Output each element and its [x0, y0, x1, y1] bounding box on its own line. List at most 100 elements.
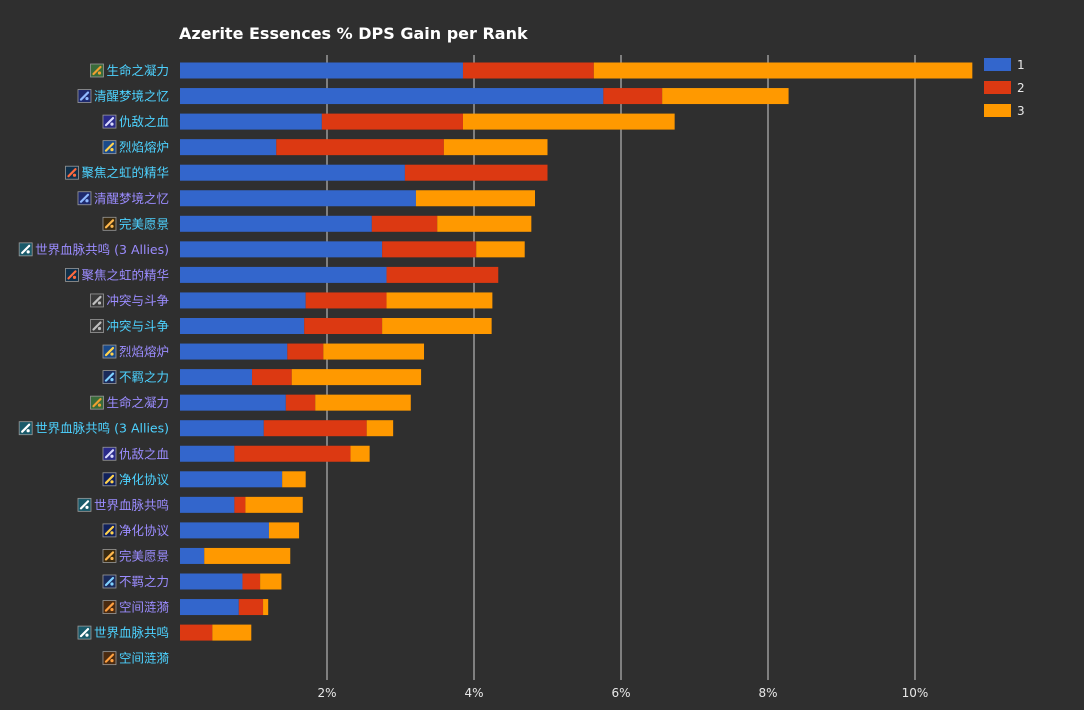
- bar-segment-rank-3: [260, 573, 282, 590]
- blood-of-enemy-icon: [102, 114, 117, 129]
- gridlines: [326, 55, 916, 680]
- x-tick-label: 6%: [611, 686, 630, 700]
- category-label: 烈焰熔炉: [119, 344, 169, 359]
- category-label: 不羁之力: [119, 574, 169, 589]
- bar-segment-rank-3: [437, 215, 532, 232]
- bar-segment-rank-3: [291, 369, 422, 386]
- bar-segment-rank-1: [180, 394, 286, 411]
- category-label: 世界血脉共鸣: [94, 625, 169, 640]
- bar-segment-rank-1: [180, 62, 463, 79]
- bar-segment-rank-3: [212, 624, 252, 641]
- lucid-dreams-icon: [77, 191, 92, 206]
- bar-segment-rank-3: [245, 496, 303, 513]
- life-force-icon: [90, 63, 104, 78]
- bar-segment-rank-1: [180, 215, 372, 232]
- bar-segment-rank-1: [180, 190, 416, 207]
- legend-label: 3: [1017, 104, 1025, 118]
- bar-segment-rank-2: [276, 139, 444, 156]
- category-label: 世界血脉共鸣 (3 Allies): [35, 242, 169, 257]
- x-tick-label: 2%: [317, 686, 336, 700]
- category-label: 冲突与斗争: [106, 293, 169, 308]
- bar-segment-rank-2: [234, 496, 246, 513]
- category-label: 生命之凝力: [106, 63, 169, 78]
- category-label: 空间涟漪: [119, 651, 169, 666]
- bar-segment-rank-2: [287, 343, 324, 360]
- x-tick-label: 4%: [464, 686, 483, 700]
- bar-segment-rank-3: [382, 318, 492, 334]
- category-label: 冲突与斗争: [106, 319, 169, 334]
- category-label: 烈焰熔炉: [119, 140, 169, 155]
- bar-segment-rank-1: [180, 266, 387, 283]
- bar-segment-rank-1: [180, 164, 405, 181]
- bar-segment-rank-3: [366, 420, 394, 437]
- blood-of-enemy-icon: [102, 446, 117, 461]
- legend-label: 1: [1017, 58, 1025, 72]
- bar-segment-rank-3: [593, 62, 973, 79]
- legend: 1 2 3: [984, 58, 1025, 118]
- bar-segment-rank-1: [180, 445, 235, 462]
- category-label: 清醒梦境之忆: [94, 191, 169, 206]
- category-label: 不羁之力: [119, 370, 169, 385]
- bar-segment-rank-2: [234, 445, 351, 462]
- x-axis-ticks: 2% 4% 6% 8% 10%: [317, 686, 928, 700]
- category-label: 清醒梦境之忆: [94, 89, 169, 104]
- category-label: 世界血脉共鸣 (3 Allies): [35, 421, 169, 436]
- crucible-of-flame-icon: [102, 344, 117, 359]
- crucible-of-flame-icon: [102, 140, 117, 155]
- worldvein-icon: [18, 421, 33, 436]
- bar-segment-rank-1: [180, 522, 269, 539]
- x-tick-label: 10%: [902, 686, 929, 700]
- legend-label: 2: [1017, 81, 1025, 95]
- bar-segment-rank-1: [180, 343, 288, 360]
- bar-segment-rank-2: [404, 164, 548, 181]
- bar-segment-rank-3: [443, 139, 548, 156]
- bar-segment-rank-1: [180, 547, 205, 564]
- category-label: 仇敌之血: [119, 114, 169, 129]
- bar-segment-rank-3: [323, 343, 425, 360]
- bar-segment-rank-2: [285, 394, 316, 411]
- category-label: 聚焦之虹的精华: [81, 267, 169, 282]
- ripple-in-space-icon: [102, 600, 117, 614]
- bar-segment-rank-1: [180, 88, 604, 105]
- category-label: 完美愿景: [119, 216, 169, 231]
- bar-segment-rank-1: [180, 420, 264, 437]
- bar-segment-rank-2: [242, 573, 261, 590]
- bar-segment-rank-2: [603, 88, 663, 105]
- x-tick-label: 8%: [758, 686, 777, 700]
- conflict-strife-icon: [90, 293, 104, 308]
- category-label: 世界血脉共鸣: [94, 497, 169, 512]
- bar-segment-rank-3: [350, 445, 370, 462]
- worldvein-icon: [18, 242, 33, 257]
- bar-segment-rank-1: [180, 292, 306, 309]
- unbound-force-icon: [102, 574, 117, 589]
- purification-protocol-icon: [102, 523, 117, 538]
- category-label: 净化协议: [119, 523, 170, 538]
- category-label: 生命之凝力: [106, 395, 169, 410]
- bar-segment-rank-2: [304, 318, 383, 334]
- bar-segment-rank-3: [204, 547, 291, 564]
- bar-segment-rank-2: [263, 420, 367, 437]
- bar-segment-rank-1: [180, 139, 277, 156]
- bar-segment-rank-2: [180, 624, 213, 641]
- bar-segment-rank-2: [238, 599, 264, 616]
- focusing-iris-icon: [65, 267, 79, 282]
- worldvein-icon: [77, 497, 92, 512]
- bar-segment-rank-3: [282, 471, 306, 488]
- bar-segment-rank-3: [476, 241, 525, 258]
- bar-segment-rank-1: [180, 241, 383, 258]
- lucid-dreams-icon: [77, 89, 92, 103]
- ripple-in-space-icon: [102, 651, 117, 666]
- category-label: 空间涟漪: [119, 600, 169, 615]
- category-labels: 生命之凝力清醒梦境之忆仇敌之血烈焰熔炉聚焦之虹的精华清醒梦境之忆完美愿景世界血脉…: [18, 63, 170, 666]
- bar-segment-rank-2: [321, 113, 463, 130]
- bar-segment-rank-1: [180, 318, 305, 334]
- legend-swatch-2: [984, 81, 1011, 94]
- focusing-iris-icon: [65, 165, 79, 180]
- bar-segment-rank-2: [462, 62, 594, 79]
- bar-segment-rank-3: [462, 113, 675, 130]
- conflict-strife-icon: [90, 319, 104, 333]
- bar-segment-rank-1: [180, 471, 283, 488]
- legend-swatch-1: [984, 58, 1011, 71]
- vision-of-perfection-icon: [102, 549, 117, 563]
